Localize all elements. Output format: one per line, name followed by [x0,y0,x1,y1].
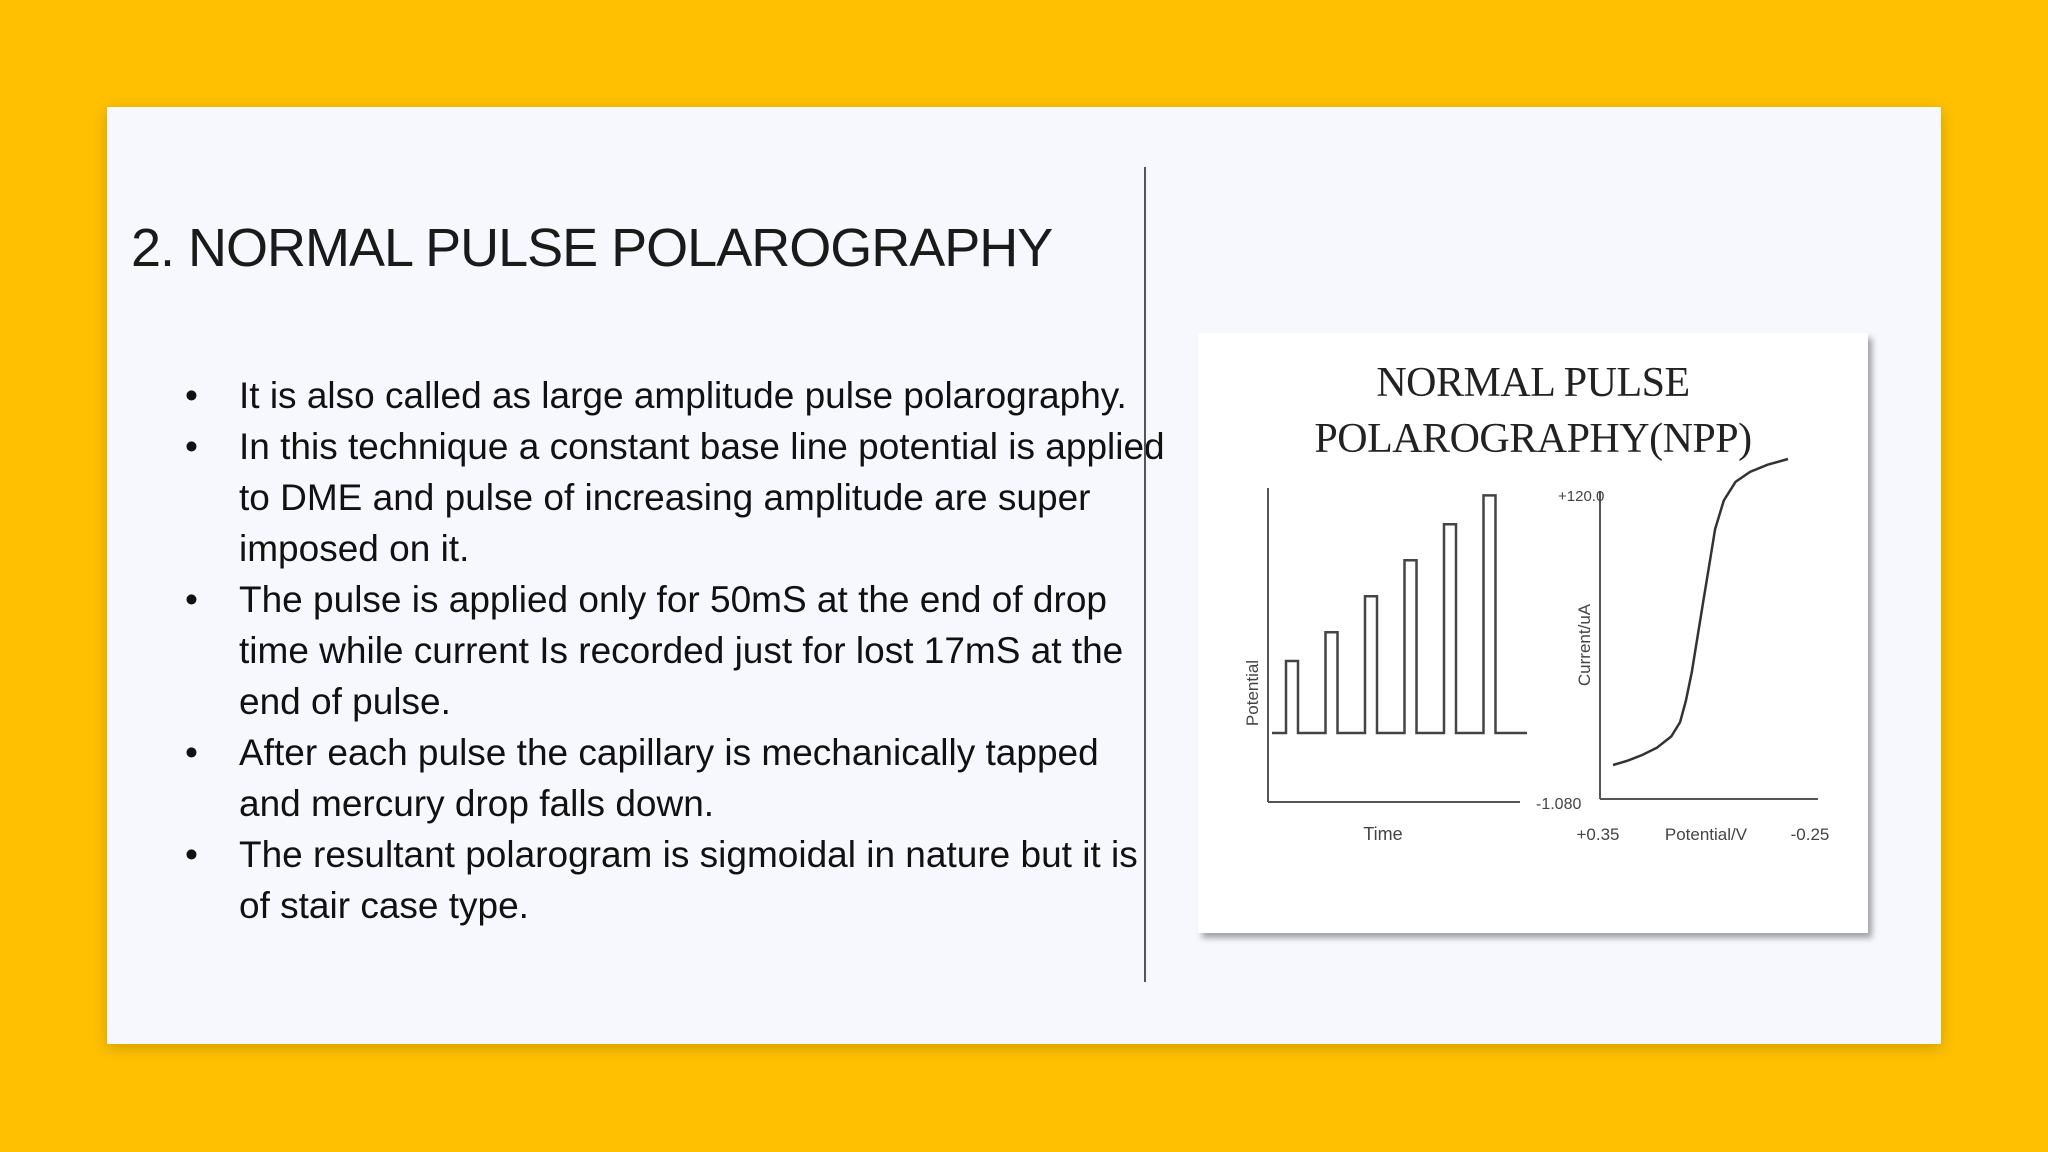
polarogram-curve [1612,457,1789,767]
bullet-icon: • [185,375,198,416]
npp-plots: Potential Time Current/uA Potential/V +0… [1243,457,1830,844]
vertical-divider [1144,167,1146,982]
bullet-item: • The pulse is applied only for 50mS at t… [185,574,1165,727]
bullet-icon: • [185,426,198,467]
polarogram-x-label: Potential/V [1665,825,1748,844]
polarogram-x-tick-right: -0.25 [1791,825,1830,844]
pulse-y-label: Potential [1243,660,1262,726]
polarogram-y-tick-bottom: -1.080 [1536,796,1581,813]
bullet-icon: • [185,579,198,620]
bullet-text: After each pulse the capillary is mechan… [239,732,1099,824]
bullet-text: The pulse is applied only for 50mS at th… [239,579,1124,722]
polarogram-plot: Current/uA Potential/V +0.35 -0.25 +120.… [1536,457,1830,844]
bullet-text: The resultant polarogram is sigmoidal in… [239,834,1138,926]
figure-title-line2: POLAROGRAPHY(NPP) [1314,416,1752,462]
figure-title-line1: NORMAL PULSE [1376,360,1690,406]
bullet-item: • The resultant polarogram is sigmoidal i… [185,829,1165,931]
slide: 2. NORMAL PULSE POLAROGRAPHY • It is also… [107,107,1941,1044]
bullet-icon: • [185,834,198,875]
polarogram-y-tick-top: +120.0 [1558,488,1604,505]
polarogram-x-tick-left: +0.35 [1576,825,1619,844]
npp-figure: NORMAL PULSE POLAROGRAPHY(NPP) Potential… [1198,333,1868,933]
bullet-icon: • [185,732,198,773]
bullet-item: • It is also called as large amplitude pu… [185,370,1165,421]
polarogram-y-label: Current/uA [1575,603,1594,686]
bullet-item: • In this technique a constant base line … [185,421,1165,574]
bullet-list: • It is also called as large amplitude pu… [185,370,1165,931]
bullet-item: • After each pulse the capillary is mecha… [185,727,1165,829]
pulse-x-label: Time [1363,824,1402,844]
bullet-text: It is also called as large amplitude pul… [239,375,1127,416]
slide-title: 2. NORMAL PULSE POLAROGRAPHY [131,218,1053,278]
bullet-text: In this technique a constant base line p… [239,426,1165,569]
pulse-train-line [1272,494,1527,735]
pulse-plot: Potential Time [1243,488,1527,844]
